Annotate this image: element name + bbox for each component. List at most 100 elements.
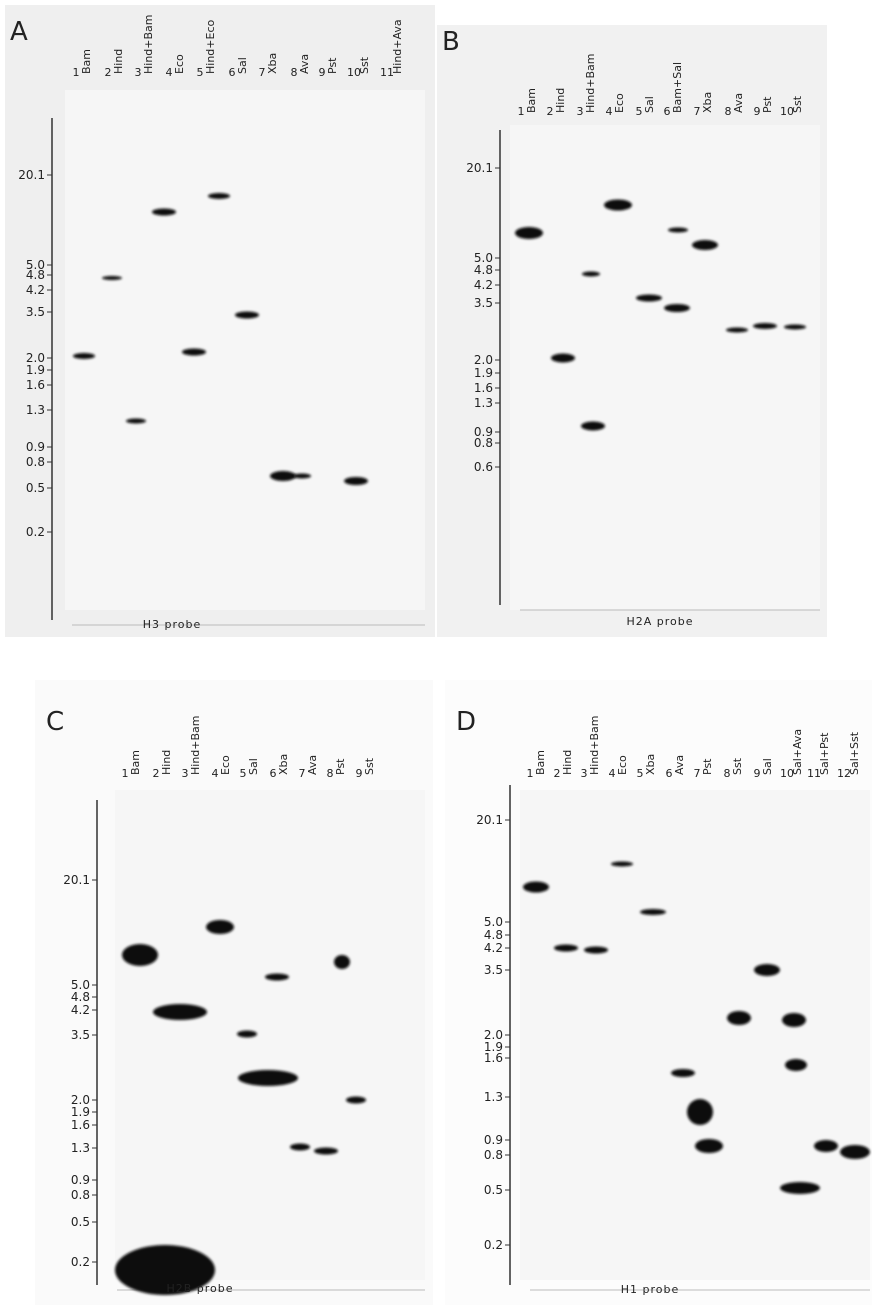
- size-marker: 3.5: [484, 963, 503, 977]
- lane-number: 5: [637, 767, 644, 780]
- lane-label: Pst: [701, 758, 714, 775]
- lane-number: 3: [135, 66, 142, 79]
- lane-label: Xba: [701, 92, 714, 113]
- lane-number: 2: [554, 767, 561, 780]
- band: [840, 1145, 870, 1159]
- lane-number: 6: [666, 767, 673, 780]
- probe-label: H1 probe: [621, 1283, 680, 1296]
- lane-label: Ava: [298, 54, 311, 74]
- size-marker: 4.2: [484, 941, 503, 955]
- lane-label: Pst: [334, 758, 347, 775]
- lane-number: 7: [694, 105, 701, 118]
- lane-label: Hind: [160, 750, 173, 775]
- size-marker: 3.5: [26, 305, 45, 319]
- lane-number: 8: [725, 105, 732, 118]
- band: [73, 353, 95, 359]
- lane-label: Sst: [731, 757, 744, 775]
- size-marker: 4.8: [71, 990, 90, 1004]
- lane-number: 4: [212, 767, 219, 780]
- lane-number: 3: [182, 767, 189, 780]
- size-marker: 5.0: [484, 915, 503, 929]
- lane-label: Hind: [112, 49, 125, 74]
- size-marker: 0.5: [26, 481, 45, 495]
- lane-number: 7: [259, 66, 266, 79]
- band: [206, 920, 234, 934]
- lane-label: Bam: [525, 88, 538, 113]
- lane-label: Sal: [643, 96, 656, 113]
- lane-number: 2: [547, 105, 554, 118]
- size-marker: 1.9: [26, 363, 45, 377]
- lane-number: 8: [724, 767, 731, 780]
- lane-label: Ava: [732, 93, 745, 113]
- band: [344, 477, 368, 485]
- lane-label: Hind+Bam: [142, 14, 155, 74]
- band: [640, 909, 666, 915]
- lane-number: 4: [609, 767, 616, 780]
- size-marker: 1.6: [474, 381, 493, 395]
- size-marker: 1.6: [484, 1051, 503, 1065]
- band: [153, 1004, 207, 1020]
- size-marker: 4.8: [484, 928, 503, 942]
- probe-label: H3 probe: [143, 618, 202, 631]
- band: [208, 193, 230, 199]
- size-marker: 3.5: [71, 1028, 90, 1042]
- lane-label: Pst: [326, 57, 339, 74]
- size-marker: 0.9: [26, 440, 45, 454]
- size-marker: 1.6: [26, 378, 45, 392]
- band: [122, 944, 158, 966]
- band: [604, 200, 632, 211]
- size-marker: 1.3: [26, 403, 45, 417]
- band: [814, 1140, 838, 1152]
- band: [636, 295, 662, 302]
- band: [668, 228, 688, 233]
- lane-label: Hind+Ava: [391, 19, 404, 74]
- size-marker: 4.2: [71, 1003, 90, 1017]
- lane-label: Ava: [673, 755, 686, 775]
- band: [346, 1097, 366, 1104]
- panel-letter: A: [10, 17, 28, 47]
- lane-number: 1: [122, 767, 129, 780]
- band: [515, 227, 543, 239]
- size-marker: 4.8: [474, 263, 493, 277]
- band: [152, 209, 176, 216]
- size-marker: 0.8: [484, 1148, 503, 1162]
- band: [581, 422, 605, 431]
- probe-label: H2A probe: [626, 615, 693, 628]
- lane-label: Sal: [247, 758, 260, 775]
- size-marker: 0.2: [71, 1255, 90, 1269]
- band: [782, 1013, 806, 1027]
- band: [238, 1070, 298, 1086]
- panel-letter: C: [46, 707, 64, 737]
- size-marker: 1.6: [71, 1118, 90, 1132]
- lane-number: 3: [577, 105, 584, 118]
- lane-label: Bam+Sal: [671, 62, 684, 113]
- lane-label: Sal+Pst: [818, 732, 831, 775]
- band: [785, 1059, 807, 1071]
- lane-label: Sst: [363, 757, 376, 775]
- band: [293, 474, 311, 479]
- band: [334, 955, 350, 969]
- lane-label: Eco: [616, 755, 629, 775]
- size-marker: 2.0: [474, 353, 493, 367]
- figure: A1Bam2Hind3Hind+Bam4Eco5Hind+Eco6Sal7Xba…: [0, 0, 872, 1307]
- size-marker: 1.3: [474, 396, 493, 410]
- lane-number: 9: [754, 105, 761, 118]
- band: [687, 1099, 713, 1125]
- band: [126, 419, 146, 424]
- lane-label: Xba: [266, 53, 279, 74]
- size-marker: 1.3: [71, 1141, 90, 1155]
- size-marker: 0.9: [71, 1173, 90, 1187]
- band: [695, 1139, 723, 1153]
- lane-label: Bam: [534, 750, 547, 775]
- size-marker: 0.8: [474, 436, 493, 450]
- band: [584, 947, 608, 954]
- lane-number: 8: [291, 66, 298, 79]
- lane-number: 1: [527, 767, 534, 780]
- size-marker: 1.9: [474, 366, 493, 380]
- band: [671, 1069, 695, 1077]
- panel-letter: B: [442, 27, 460, 57]
- lane-label: Xba: [644, 754, 657, 775]
- lane-label: Sst: [358, 56, 371, 74]
- lane-label: Bam: [129, 750, 142, 775]
- lane-label: Sal+Sst: [848, 731, 861, 775]
